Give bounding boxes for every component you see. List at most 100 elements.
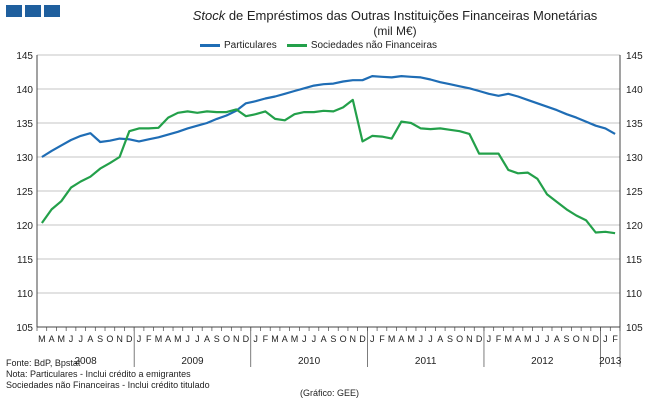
- x-month-label: N: [116, 334, 123, 344]
- x-month-label: S: [564, 334, 570, 344]
- x-month-label: J: [195, 334, 200, 344]
- y-tick-label-left: 145: [16, 51, 33, 62]
- x-month-label: N: [233, 334, 240, 344]
- x-month-label: J: [487, 334, 492, 344]
- y-tick-label-left: 110: [17, 289, 33, 300]
- y-tick-label-right: 125: [626, 187, 643, 198]
- x-month-label: D: [476, 334, 483, 344]
- x-month-label: A: [204, 334, 210, 344]
- x-month-label: S: [330, 334, 336, 344]
- x-month-label: M: [58, 334, 66, 344]
- y-tick-label-right: 115: [626, 255, 642, 266]
- x-month-label: F: [263, 334, 269, 344]
- series-line-particulares: [41, 74, 616, 158]
- x-month-label: A: [554, 334, 560, 344]
- x-month-label: A: [515, 334, 521, 344]
- x-month-label: J: [302, 334, 307, 344]
- x-month-label: A: [87, 334, 93, 344]
- x-month-label: N: [350, 334, 357, 344]
- y-tick-label-right: 110: [626, 289, 642, 300]
- x-month-label: J: [603, 334, 608, 344]
- y-tick-label-right: 140: [626, 85, 643, 96]
- x-month-label: A: [165, 334, 171, 344]
- x-year-label: 2012: [531, 356, 554, 367]
- y-tick-label-left: 130: [16, 153, 33, 164]
- x-month-label: J: [545, 334, 550, 344]
- footnote-note1: Nota: Particulares - Inclui crédito a em…: [6, 369, 191, 379]
- y-tick-label-left: 125: [16, 187, 33, 198]
- y-tick-label-left: 120: [16, 221, 33, 232]
- chart-subtitle: (mil M€): [373, 24, 417, 38]
- x-month-label: J: [312, 334, 317, 344]
- x-year-label: 2011: [415, 356, 437, 367]
- x-month-label: D: [243, 334, 250, 344]
- x-month-label: M: [271, 334, 279, 344]
- x-month-label: J: [428, 334, 433, 344]
- y-tick-label-right: 130: [626, 153, 643, 164]
- x-month-label: M: [38, 334, 46, 344]
- x-month-label: J: [370, 334, 375, 344]
- x-month-label: A: [398, 334, 404, 344]
- x-month-label: O: [456, 334, 463, 344]
- x-month-label: J: [535, 334, 540, 344]
- y-tick-label-left: 135: [16, 119, 33, 130]
- chart-credit: (Gráfico: GEE): [300, 388, 360, 398]
- legend-swatch-blue: [200, 44, 220, 47]
- y-tick-label-right: 105: [626, 323, 643, 334]
- x-month-label: F: [496, 334, 502, 344]
- x-month-label: S: [97, 334, 103, 344]
- y-tick-label-left: 140: [16, 85, 33, 96]
- y-tick-label-right: 135: [626, 119, 643, 130]
- y-tick-label-right: 145: [626, 51, 643, 62]
- logo-block: [44, 5, 60, 17]
- x-month-label: M: [407, 334, 415, 344]
- x-month-label: S: [447, 334, 453, 344]
- legend-label: Sociedades não Financeiras: [310, 40, 438, 51]
- x-month-label: J: [419, 334, 424, 344]
- x-month-label: D: [126, 334, 133, 344]
- x-month-label: O: [223, 334, 230, 344]
- x-year-label: 2009: [181, 356, 204, 367]
- legend-label: Particulares: [224, 40, 277, 51]
- chart-legend: Particulares Sociedades não Financeiras: [200, 40, 437, 51]
- x-year-label: 2010: [298, 356, 321, 367]
- x-month-label: F: [612, 334, 618, 344]
- logo-block: [6, 5, 22, 17]
- legend-swatch-green: [286, 44, 307, 47]
- x-month-label: M: [505, 334, 513, 344]
- legend-item-particulares: Particulares: [200, 40, 277, 51]
- y-tick-label-left: 105: [16, 323, 33, 334]
- x-month-label: F: [146, 334, 152, 344]
- x-month-label: O: [573, 334, 580, 344]
- x-month-label: S: [214, 334, 220, 344]
- x-month-label: J: [69, 334, 74, 344]
- logo-block: [25, 5, 41, 17]
- x-month-label: O: [106, 334, 113, 344]
- x-month-label: F: [379, 334, 385, 344]
- legend-item-sociedades: Sociedades não Financeiras: [286, 40, 438, 51]
- y-tick-label-right: 120: [626, 221, 643, 232]
- y-tick-label-left: 115: [17, 255, 33, 266]
- x-month-label: O: [340, 334, 347, 344]
- x-month-label: J: [185, 334, 190, 344]
- x-year-label: 2008: [74, 356, 97, 367]
- x-month-label: N: [466, 334, 473, 344]
- chart-title-rest: de Empréstimos das Outras Instituições F…: [225, 8, 598, 23]
- x-month-label: M: [155, 334, 163, 344]
- x-month-label: A: [321, 334, 327, 344]
- x-month-label: D: [592, 334, 599, 344]
- x-year-label: 2013: [599, 356, 622, 367]
- footnote-note2: Sociedades não Financeiras - Inclui créd…: [6, 380, 210, 390]
- footnote-source: Fonte: BdP, Bpstat: [6, 358, 81, 368]
- x-month-label: M: [388, 334, 396, 344]
- x-month-label: M: [291, 334, 299, 344]
- gee-logo: [6, 5, 60, 17]
- chart-title: Stock de Empréstimos das Outras Institui…: [120, 8, 659, 24]
- x-month-label: J: [78, 334, 83, 344]
- x-month-label: M: [174, 334, 182, 344]
- series-line-sociedades: [41, 98, 616, 235]
- x-month-label: J: [253, 334, 258, 344]
- x-month-label: A: [437, 334, 443, 344]
- chart-title-italic: Stock: [192, 8, 226, 23]
